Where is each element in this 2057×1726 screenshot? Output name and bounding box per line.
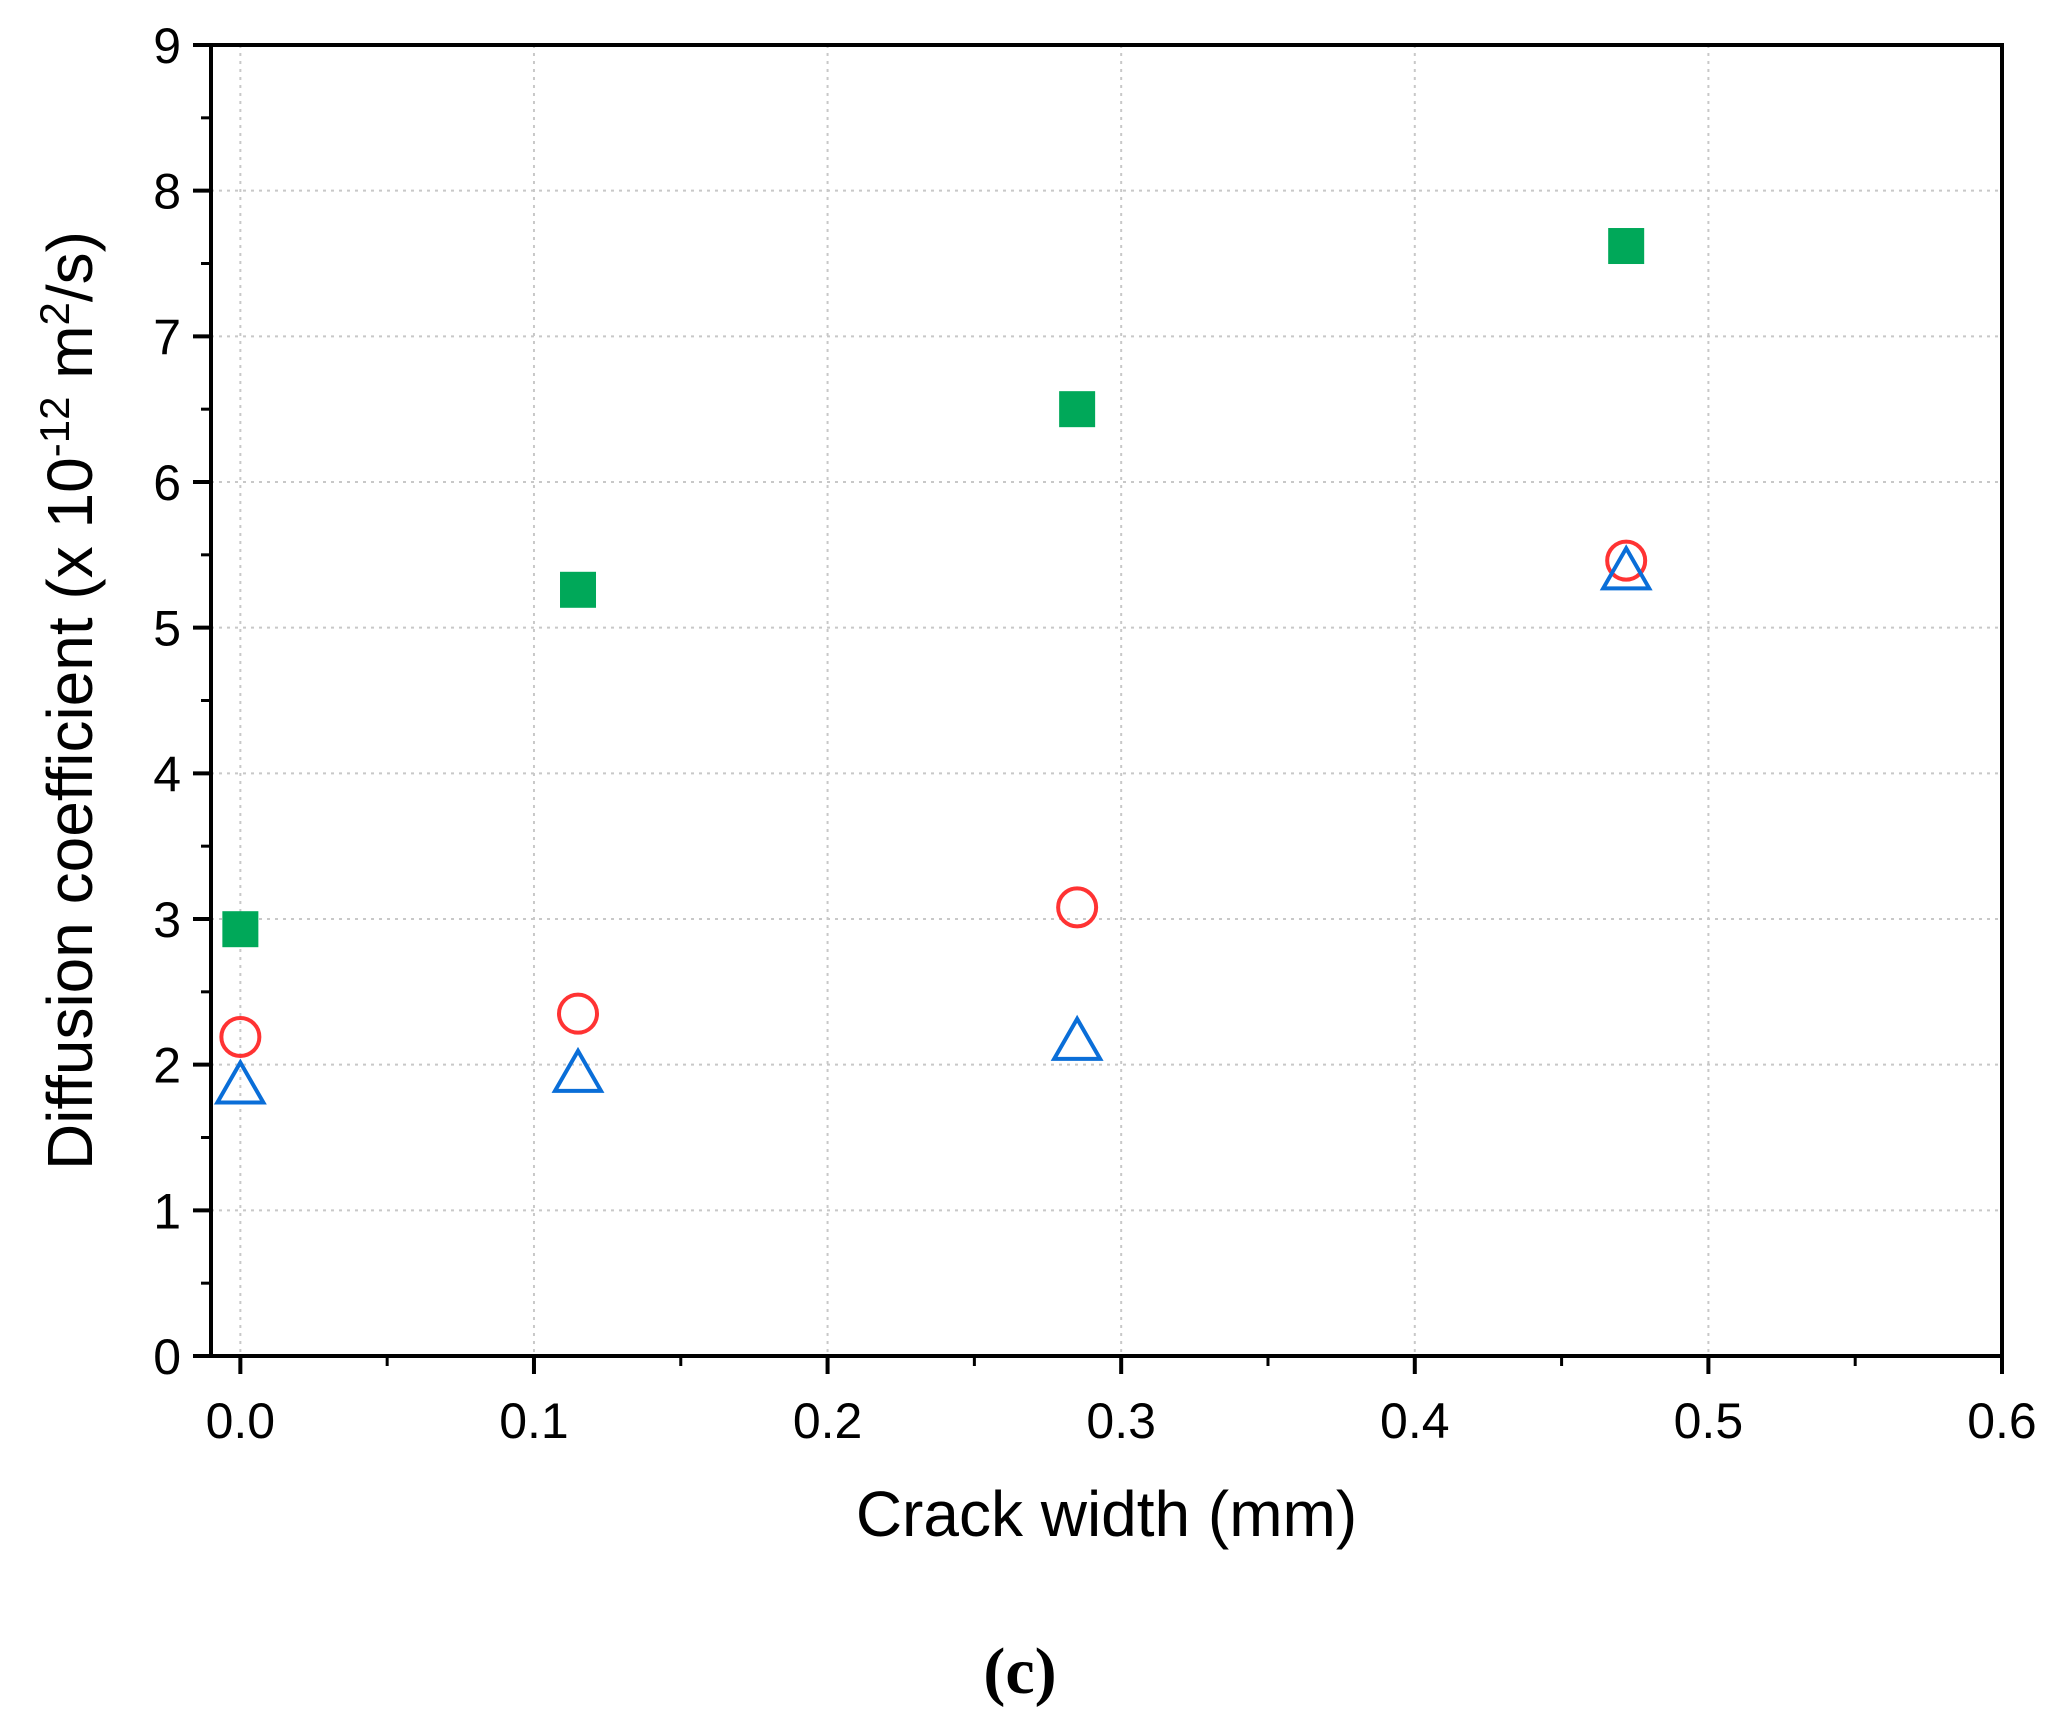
- major-ticks: [193, 43, 2004, 1374]
- y-axis-title-suffix: /s): [34, 231, 106, 302]
- x-tick-label: 0.5: [1674, 1393, 1744, 1449]
- circle-point: [1605, 539, 1648, 582]
- y-tick-label: 5: [153, 601, 181, 657]
- y-tick-label: 6: [153, 455, 181, 511]
- y-tick-label: 7: [153, 309, 181, 365]
- triangle-point: [551, 1046, 605, 1093]
- y-axis-title-exponent-1: -12: [31, 397, 78, 458]
- y-axis-title-mid: m: [34, 325, 106, 396]
- circle-point: [1056, 886, 1099, 929]
- circle-point: [219, 1015, 262, 1058]
- plot-frame: [209, 43, 2004, 1358]
- y-tick-label: 4: [153, 746, 181, 802]
- square-point: [560, 571, 597, 608]
- data-points: [213, 228, 1653, 1105]
- y-tick-label: 0: [153, 1329, 181, 1385]
- x-tick-label: 0.2: [793, 1393, 863, 1449]
- y-tick-label: 8: [153, 164, 181, 220]
- gridlines: [211, 44, 2003, 1357]
- minor-ticks: [201, 116, 1857, 1366]
- x-tick-label: 0.3: [1086, 1393, 1156, 1449]
- x-tick-label: 0.4: [1380, 1393, 1450, 1449]
- y-tick-label: 9: [153, 18, 181, 74]
- y-axis-title-exponent-2: 2: [31, 302, 78, 325]
- x-tick-label: 0.6: [1967, 1393, 2037, 1449]
- x-tick-labels: 0.0 0.1 0.2 0.3 0.4 0.5 0.6: [206, 1393, 2037, 1449]
- y-axis-title: Diffusion coefficient (x 10-12 m2/s): [31, 231, 107, 1170]
- triangle-point: [213, 1058, 267, 1105]
- x-axis-title: Crack width (mm): [856, 1478, 1357, 1550]
- square-point: [1608, 228, 1645, 265]
- x-tick-label: 0.0: [206, 1393, 276, 1449]
- triangle-point: [1599, 544, 1653, 591]
- square-point: [222, 911, 259, 948]
- square-point: [1059, 391, 1096, 428]
- triangle-point: [1050, 1014, 1104, 1061]
- y-tick-labels: 0 1 2 3 4 5 6 7 8 9: [153, 18, 181, 1385]
- panel-label: (c): [983, 1635, 1056, 1708]
- x-tick-label: 0.1: [499, 1393, 569, 1449]
- y-tick-label: 3: [153, 892, 181, 948]
- y-tick-label: 1: [153, 1183, 181, 1239]
- y-tick-label: 2: [153, 1038, 181, 1094]
- circle-point: [557, 992, 600, 1035]
- y-axis-title-prefix: Diffusion coefficient (x 10: [34, 457, 106, 1170]
